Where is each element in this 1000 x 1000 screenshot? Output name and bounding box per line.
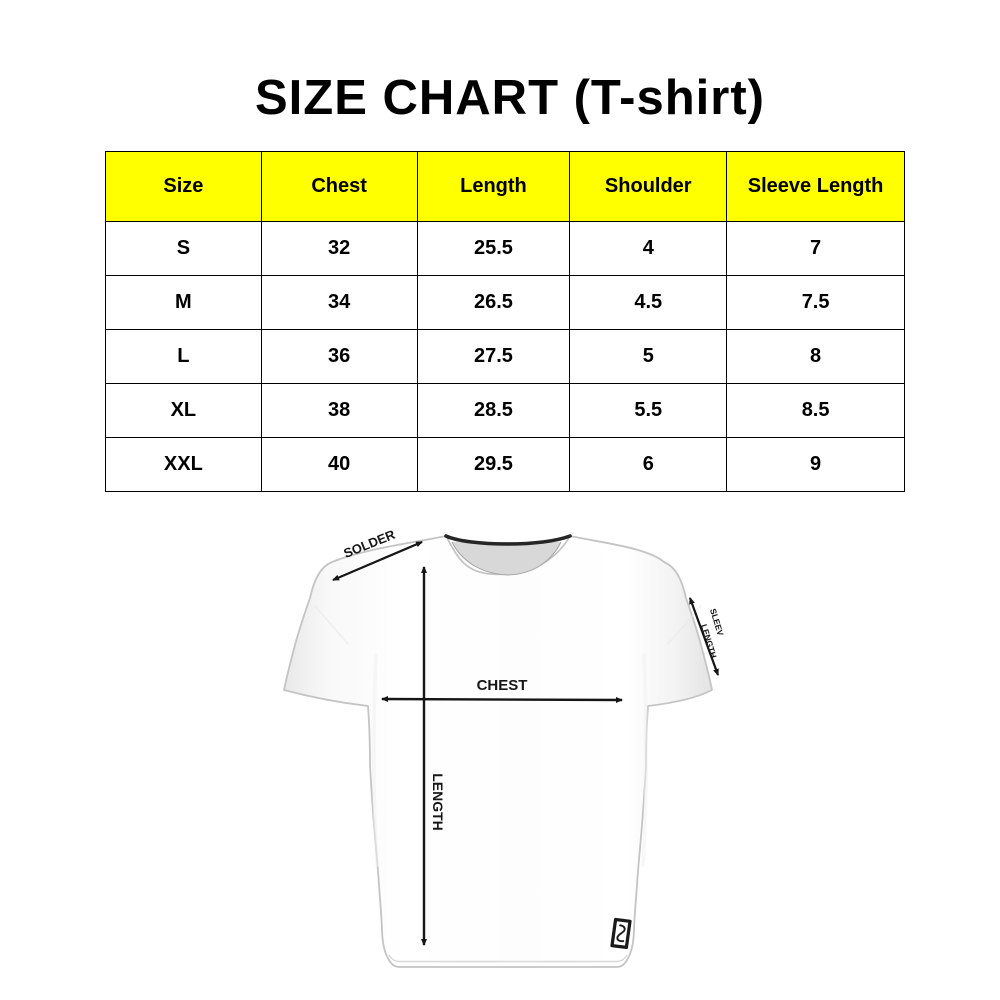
svg-text:LENGTH: LENGTH [430, 773, 446, 831]
svg-text:CHEST: CHEST [477, 677, 528, 694]
